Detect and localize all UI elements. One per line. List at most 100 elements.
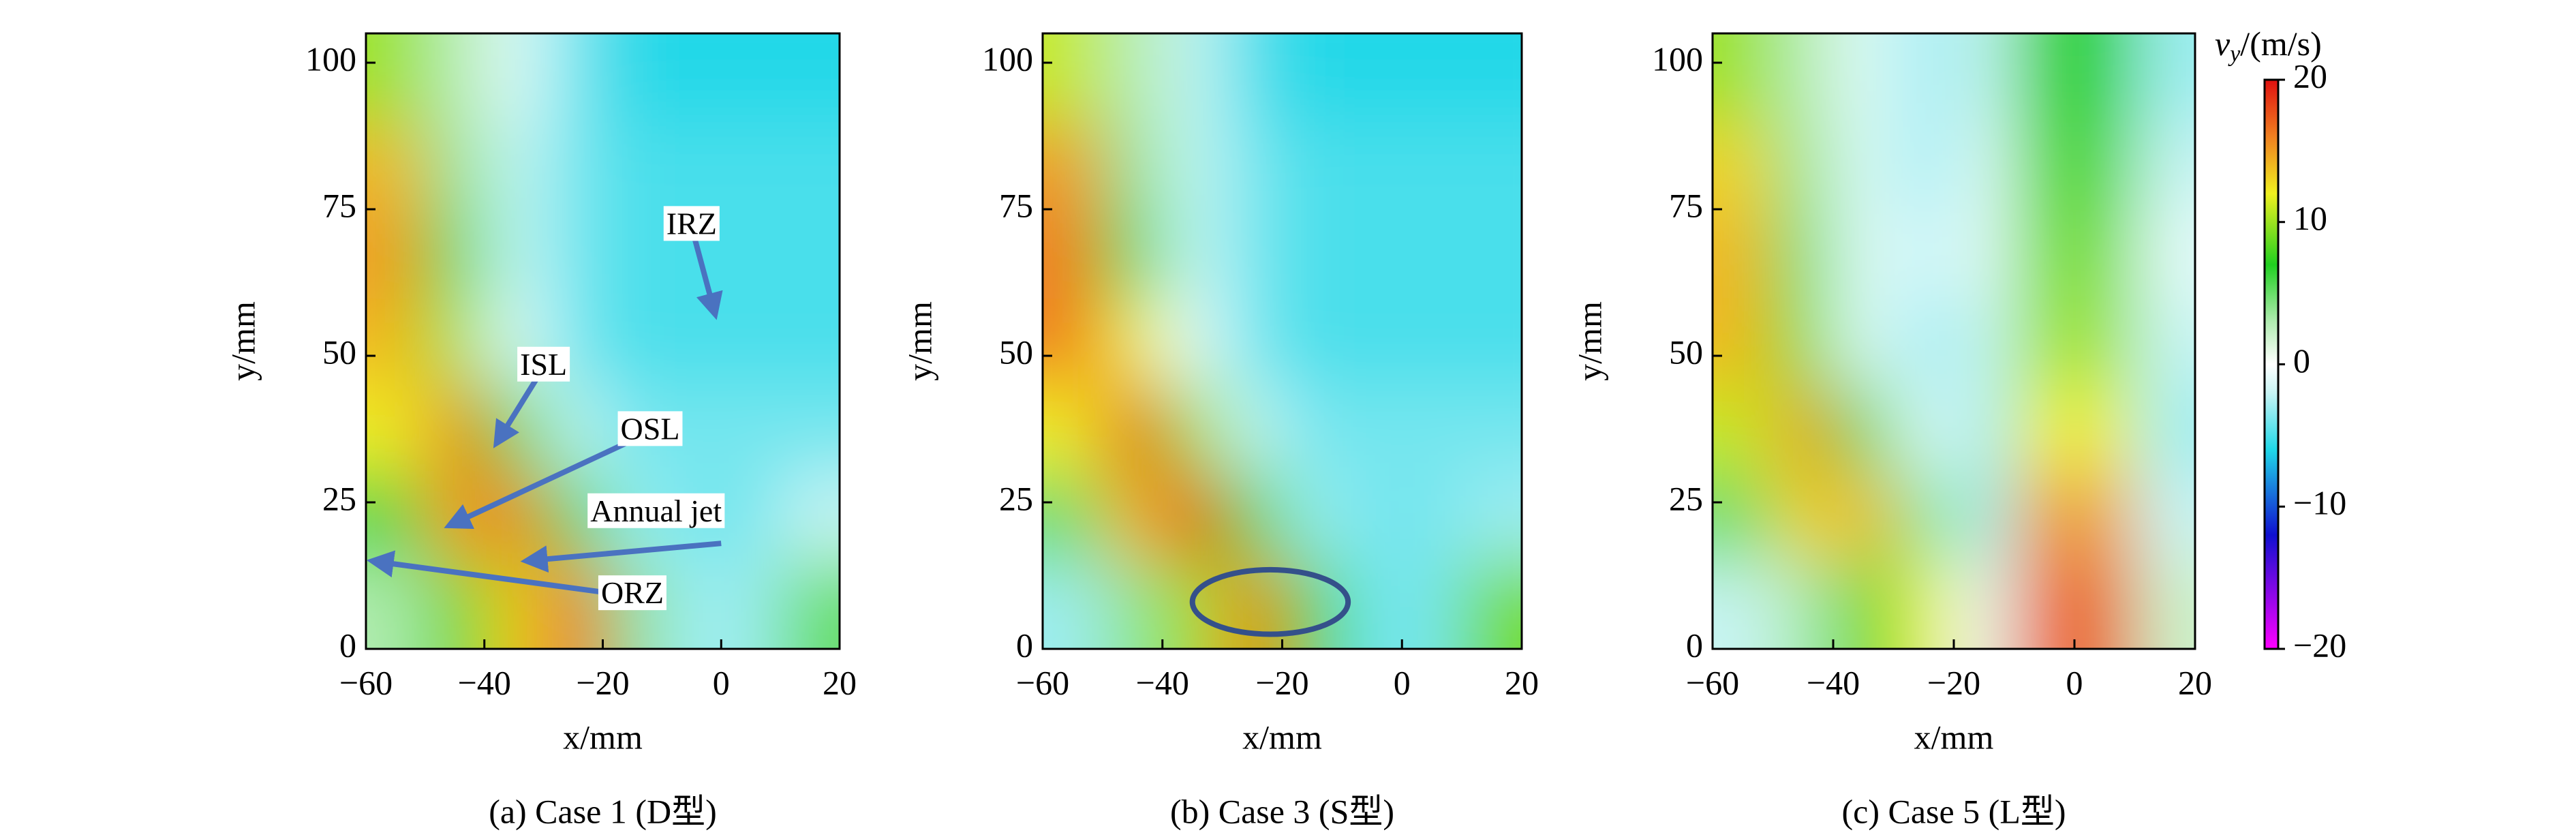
x-axis-label: x/mm	[1242, 718, 1322, 756]
x-tick-label: 20	[823, 663, 857, 701]
colorbar-tick-label: 10	[2293, 199, 2327, 237]
cell	[1713, 209, 1774, 298]
annotation-bg	[517, 346, 570, 382]
cell	[1162, 473, 1223, 562]
annotation-arrow	[366, 550, 633, 599]
cell	[1222, 473, 1283, 562]
annotation-bg	[617, 411, 683, 446]
cell	[1043, 33, 1103, 122]
cell	[1342, 121, 1403, 210]
cell	[1954, 385, 2015, 474]
cell	[780, 121, 840, 210]
cell	[1833, 209, 1895, 298]
label-var: v	[2215, 25, 2230, 63]
cell	[1282, 297, 1343, 386]
x-tick-label: 20	[2178, 663, 2212, 701]
x-axis-label: x/mm	[1914, 718, 1994, 756]
cell	[1102, 561, 1163, 649]
cell	[780, 473, 840, 562]
y-tick-label: 75	[999, 186, 1033, 224]
cell	[721, 561, 782, 649]
cell	[543, 33, 604, 122]
cell	[1102, 33, 1163, 122]
x-tick-label: −60	[1016, 663, 1069, 701]
y-tick-label: 50	[322, 333, 356, 371]
y-tick-label: 25	[1669, 479, 1703, 517]
cell	[425, 209, 485, 298]
cell	[366, 385, 426, 474]
annotation-arrow	[444, 429, 651, 530]
cell	[1954, 209, 2015, 298]
cell	[1102, 385, 1163, 474]
cell	[1282, 385, 1343, 474]
highlight-ellipse	[1189, 566, 1351, 637]
cell	[1342, 473, 1403, 562]
cell	[484, 209, 545, 298]
cell	[366, 33, 426, 122]
cell	[1773, 385, 1834, 474]
cell	[2014, 209, 2075, 298]
y-tick-label: 100	[1652, 40, 1703, 78]
y-tick-label: 100	[982, 40, 1033, 78]
cell	[425, 121, 485, 210]
cell	[721, 209, 782, 298]
x-axis-label: x/mm	[563, 718, 643, 756]
y-tick-label: 50	[999, 333, 1033, 371]
cell	[1102, 209, 1163, 298]
cell	[780, 385, 840, 474]
cell	[1773, 121, 1834, 210]
cell	[662, 33, 722, 122]
cell	[1402, 121, 1463, 210]
cell	[1162, 385, 1223, 474]
cell	[2134, 297, 2195, 386]
cell	[1222, 209, 1283, 298]
panel-caption: (c) Case 5 (L型)	[1841, 792, 2066, 830]
cell	[2074, 473, 2136, 562]
cell	[1833, 385, 1895, 474]
colorbar-tick-label: 20	[2293, 57, 2327, 95]
cell	[1402, 385, 1463, 474]
label-sub: y	[2228, 42, 2241, 67]
cell	[780, 297, 840, 386]
heatmap-cells	[1713, 33, 2195, 649]
cell	[1773, 473, 1834, 562]
cell	[1713, 473, 1774, 562]
cell	[484, 561, 545, 649]
annotation-bg	[598, 575, 666, 611]
cell	[2014, 121, 2075, 210]
cell	[1893, 297, 1954, 386]
cell	[1222, 33, 1283, 122]
cell	[1462, 33, 1522, 122]
cell	[2014, 297, 2075, 386]
cell	[1833, 561, 1895, 649]
cell	[1402, 561, 1463, 649]
cell	[2014, 33, 2075, 122]
cell	[602, 297, 663, 386]
cell	[1893, 561, 1954, 649]
cell	[602, 33, 663, 122]
cell	[1342, 561, 1403, 649]
x-tick-label: −60	[339, 663, 393, 701]
cell	[484, 121, 545, 210]
cell	[1713, 33, 1774, 122]
cell	[1954, 473, 2015, 562]
annotation: ISL	[520, 347, 567, 382]
y-tick-label: 0	[1016, 626, 1033, 664]
cell	[1282, 209, 1343, 298]
cell	[366, 209, 426, 298]
colorbar-label: vy/(m/s)	[2215, 25, 2322, 66]
y-axis-label: y/mm	[900, 301, 938, 381]
label-unit: /(m/s)	[2240, 25, 2321, 63]
cell	[2074, 33, 2136, 122]
x-tick-label: −20	[1927, 663, 1980, 701]
cell	[1222, 385, 1283, 474]
x-tick-label: −40	[1136, 663, 1189, 701]
cell	[425, 385, 485, 474]
cell	[1102, 473, 1163, 562]
colorbar-tick-label: 0	[2293, 341, 2310, 380]
heatmap-cells	[366, 33, 840, 649]
cell	[1893, 473, 1954, 562]
cell	[543, 561, 604, 649]
x-tick-label: 0	[713, 663, 730, 701]
cell	[1833, 297, 1895, 386]
